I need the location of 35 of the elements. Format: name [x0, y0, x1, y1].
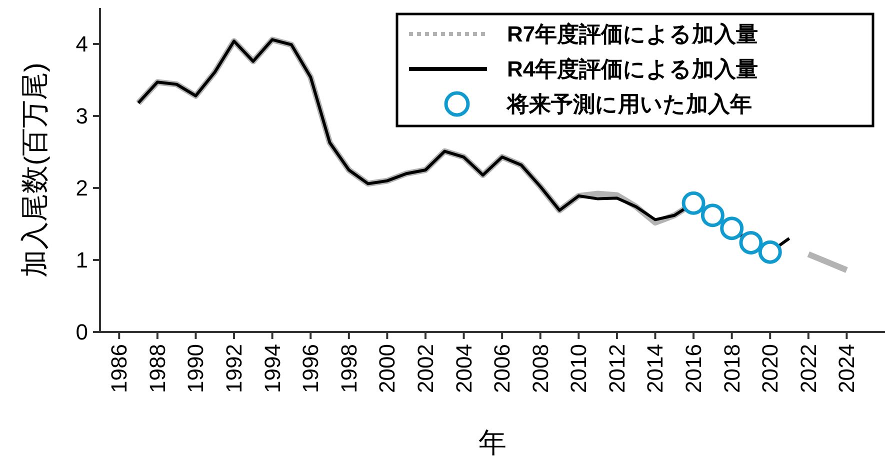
- point: [739, 230, 763, 254]
- x-tick-label: 1988: [144, 344, 170, 393]
- x-tick-label: 2012: [604, 344, 630, 393]
- y-tick-label: 2: [76, 176, 88, 200]
- x-tick-label: 1996: [298, 344, 324, 393]
- y-tick-label: 3: [76, 104, 88, 128]
- x-tick-label: 2000: [374, 344, 400, 393]
- x-tick-label: 2022: [796, 344, 821, 393]
- point: [758, 240, 782, 264]
- x-tick-label: 2018: [719, 344, 744, 393]
- x-axis-title: 年: [478, 427, 506, 458]
- x-tick-label: 1986: [106, 344, 132, 393]
- legend-label: 将来予測に用いた加入年: [506, 92, 752, 116]
- y-tick-label: 1: [76, 248, 88, 272]
- x-tick-label: 2024: [834, 344, 860, 393]
- x-tick-label: 2016: [681, 344, 706, 393]
- y-tick-label: 0: [76, 320, 88, 344]
- legend-label: R4年度評価による加入量: [507, 56, 758, 82]
- y-tick-label: 4: [76, 32, 88, 56]
- x-tick-label: 2014: [642, 344, 668, 393]
- x-tick-label: 1990: [183, 344, 208, 393]
- x-tick-label: 2008: [528, 344, 553, 393]
- x-tick-label: 1992: [222, 344, 247, 393]
- x-tick-label: 2006: [490, 344, 515, 393]
- point: [720, 216, 744, 240]
- x-tick-label: 2020: [758, 344, 783, 393]
- x-tick-label: 1994: [260, 344, 285, 393]
- x-tick-label: 2004: [451, 344, 476, 393]
- point: [700, 204, 724, 228]
- x-tick-label: 2002: [412, 344, 438, 393]
- legend-label: R7年度評価による加入量: [507, 22, 758, 46]
- y-axis-title: 加入尾数(百万尾): [19, 62, 50, 278]
- x-tick-label: 1998: [336, 344, 362, 393]
- x-tick-label: 2010: [566, 344, 592, 393]
- point: [682, 191, 706, 215]
